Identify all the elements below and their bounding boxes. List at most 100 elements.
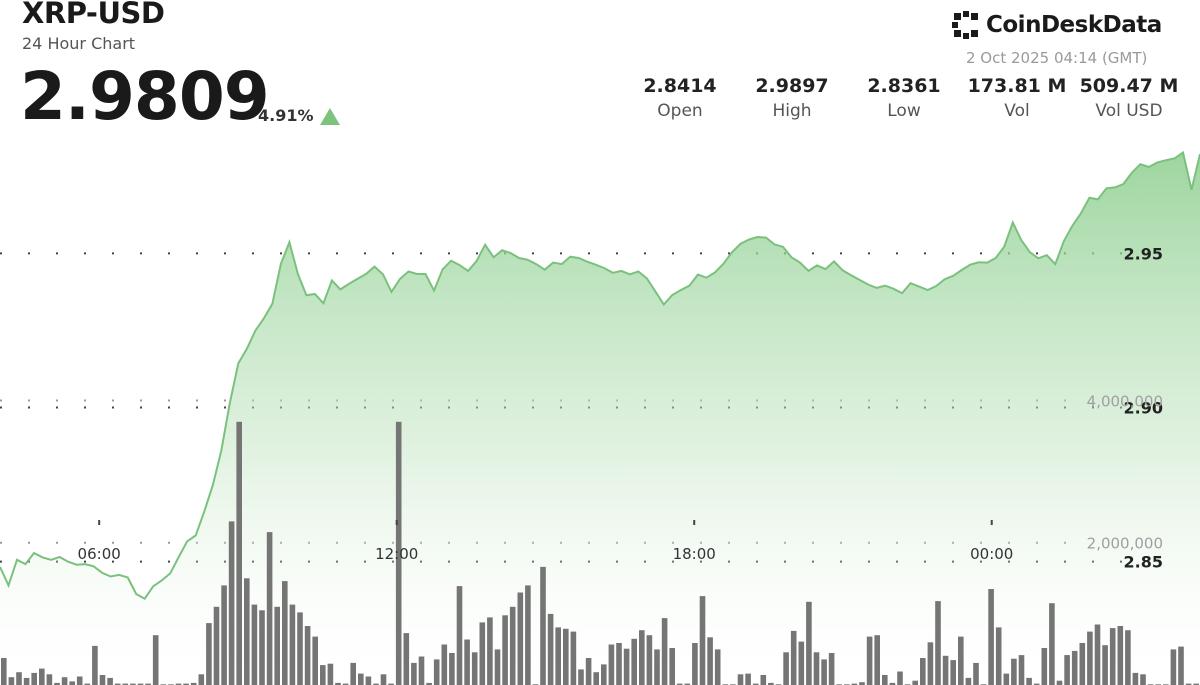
volume-bar <box>813 652 820 685</box>
volume-bar <box>152 635 159 685</box>
volume-bar <box>1018 655 1025 685</box>
volume-bar <box>1094 624 1101 685</box>
volume-bar <box>1056 680 1063 685</box>
volume-bar <box>737 674 744 685</box>
volume-bar <box>608 644 615 685</box>
volume-bar <box>114 683 121 685</box>
volume-bar <box>46 674 53 685</box>
volume-bar <box>555 627 561 685</box>
volume-bar <box>380 674 387 685</box>
volume-bar <box>266 532 273 685</box>
stat-volume-value: 173.81 M <box>967 75 1067 97</box>
volume-bar <box>745 673 751 685</box>
volume-bar <box>297 612 303 685</box>
volume-bar <box>973 662 979 685</box>
pair-title: XRP-USD <box>22 0 165 30</box>
volume-bar <box>676 683 683 685</box>
volume-bar <box>1193 683 1199 685</box>
volume-bar <box>373 683 379 685</box>
volume-bar <box>798 641 805 685</box>
price-tick-label: 2.85 <box>1124 553 1163 572</box>
brand-logo: CoinDeskData <box>952 10 1162 40</box>
timestamp: 2 Oct 2025 04:14 (GMT) <box>966 49 1148 67</box>
volume-bar <box>1087 631 1093 685</box>
x-axis-ticks: 06:00 12:00 18:00 00:00 <box>78 520 1013 563</box>
volume-bar <box>585 658 592 685</box>
coindesk-logo-icon <box>952 11 978 39</box>
stat-volume-usd: 509.47 M Vol USD <box>1069 75 1189 121</box>
brand-name: CoinDeskData <box>986 12 1162 38</box>
volume-bar <box>99 675 106 685</box>
volume-bar <box>479 622 486 685</box>
volume-bar <box>175 683 182 685</box>
volume-bar <box>646 635 653 685</box>
volume-bar <box>927 642 934 685</box>
volume-bar <box>395 421 402 685</box>
volume-bar <box>988 589 994 685</box>
volume-bar <box>137 683 144 685</box>
volume-bar <box>1011 658 1017 685</box>
volume-bar <box>654 649 660 685</box>
stat-high-label: High <box>772 101 812 121</box>
volume-bar <box>699 596 706 685</box>
volume-bar <box>958 636 964 685</box>
volume-bar <box>950 660 956 685</box>
volume-bar <box>388 683 394 685</box>
volume-bar <box>426 682 432 685</box>
volume-bar <box>995 627 1002 685</box>
x-tick-label: 06:00 <box>78 545 121 563</box>
volume-bar <box>259 610 265 685</box>
volume-bar <box>190 682 197 685</box>
volume-bar <box>1132 672 1139 685</box>
volume-bar <box>122 683 129 685</box>
volume-bar <box>31 672 37 685</box>
stat-high: 2.9897 High <box>732 75 852 121</box>
volume-bar <box>707 637 713 685</box>
volume-bar <box>517 592 524 685</box>
volume-bar <box>244 578 250 685</box>
price-change-percent: 4.91% <box>258 106 314 125</box>
volume-bar <box>912 680 918 685</box>
volume-bar <box>198 674 205 685</box>
volume-bar <box>859 682 865 685</box>
volume-bar <box>1 658 7 685</box>
volume-bar <box>206 623 212 685</box>
volume-bar <box>828 653 835 685</box>
up-arrow-icon <box>320 108 340 125</box>
volume-bar <box>342 683 349 685</box>
volume-bar <box>631 638 637 685</box>
stat-open: 2.8414 Open <box>620 75 740 121</box>
volume-bar <box>1125 630 1131 685</box>
volume-bar <box>1109 628 1116 685</box>
volume-bar <box>578 669 584 685</box>
stat-volume-usd-label: Vol USD <box>1095 101 1163 121</box>
stat-low: 2.8361 Low <box>844 75 964 121</box>
volume-bar <box>320 665 326 685</box>
volume-bar <box>251 604 258 685</box>
volume-bar <box>639 630 645 685</box>
volume-bar <box>714 649 721 685</box>
volume-bar <box>1185 683 1192 685</box>
volume-bar <box>418 656 425 685</box>
price-area-fill <box>0 152 1200 685</box>
volume-bar <box>365 676 372 685</box>
x-tick-label: 00:00 <box>970 545 1013 563</box>
volume-bar <box>1140 674 1146 685</box>
volume-bar <box>69 681 75 685</box>
volume-bar <box>350 662 356 685</box>
x-tick-label: 18:00 <box>673 545 716 563</box>
volume-bar <box>39 668 45 685</box>
volume-bar <box>616 643 622 685</box>
volume-bar <box>228 521 235 685</box>
volume-bar <box>494 649 501 685</box>
volume-bar <box>661 618 668 685</box>
volume-bar <box>1178 646 1184 685</box>
volume-bar <box>464 639 470 685</box>
stat-volume-label: Vol <box>1004 101 1030 121</box>
volume-bar <box>327 663 334 685</box>
volume-axis-ticks: 2,000,000 4,000,000 <box>1087 392 1163 552</box>
stat-volume-usd-value: 509.47 M <box>1079 75 1179 97</box>
volume-bar <box>335 682 341 685</box>
volume-bar <box>563 628 569 685</box>
